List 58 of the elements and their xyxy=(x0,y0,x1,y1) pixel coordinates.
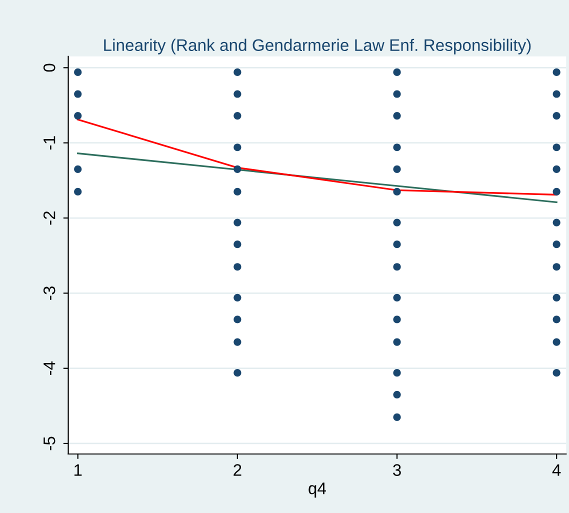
point xyxy=(393,68,401,76)
point xyxy=(393,240,401,248)
x-tick-label: 4 xyxy=(552,464,561,476)
point xyxy=(393,144,401,152)
x-axis-title: q4 xyxy=(308,482,326,498)
point xyxy=(234,90,242,98)
y-tick-label: -4 xyxy=(44,361,56,375)
point xyxy=(393,390,401,398)
point xyxy=(552,316,560,324)
point xyxy=(393,338,401,346)
point xyxy=(393,263,401,271)
point xyxy=(552,240,560,248)
point xyxy=(234,294,242,302)
point xyxy=(552,68,560,76)
point xyxy=(234,218,242,226)
point xyxy=(552,218,560,226)
point xyxy=(234,338,242,346)
point xyxy=(393,369,401,377)
point xyxy=(552,263,560,271)
point xyxy=(234,165,242,173)
point xyxy=(234,240,242,248)
point xyxy=(552,144,560,152)
y-tick-label: -1 xyxy=(44,136,56,150)
point xyxy=(393,112,401,120)
point xyxy=(74,68,82,76)
point xyxy=(552,90,560,98)
point xyxy=(552,294,560,302)
point xyxy=(393,294,401,302)
point xyxy=(74,188,82,196)
y-tick-label: -2 xyxy=(43,211,56,225)
point xyxy=(74,90,82,98)
point xyxy=(393,218,401,226)
x-tick-label: 3 xyxy=(393,464,401,476)
point xyxy=(234,112,242,120)
point xyxy=(552,369,560,377)
point xyxy=(234,263,242,271)
y-tick-label: -3 xyxy=(43,286,56,300)
point xyxy=(74,165,82,173)
point xyxy=(393,90,401,98)
y-tick-label: 0 xyxy=(43,64,56,72)
chart-title: Linearity (Rank and Gendarmerie Law Enf. Responsibility) xyxy=(104,38,531,54)
y-tick-label: -5 xyxy=(44,436,56,450)
point xyxy=(552,112,560,120)
point xyxy=(393,188,401,196)
x-tick-label: 2 xyxy=(234,464,242,476)
point xyxy=(234,188,242,196)
point xyxy=(234,316,242,324)
point xyxy=(234,369,242,377)
point xyxy=(393,316,401,324)
point xyxy=(234,68,242,76)
point xyxy=(552,188,560,196)
point xyxy=(393,165,401,173)
x-tick-label: 1 xyxy=(74,464,82,476)
point xyxy=(393,413,401,421)
point xyxy=(234,144,242,152)
point xyxy=(74,112,82,120)
point xyxy=(552,338,560,346)
point xyxy=(552,165,560,173)
